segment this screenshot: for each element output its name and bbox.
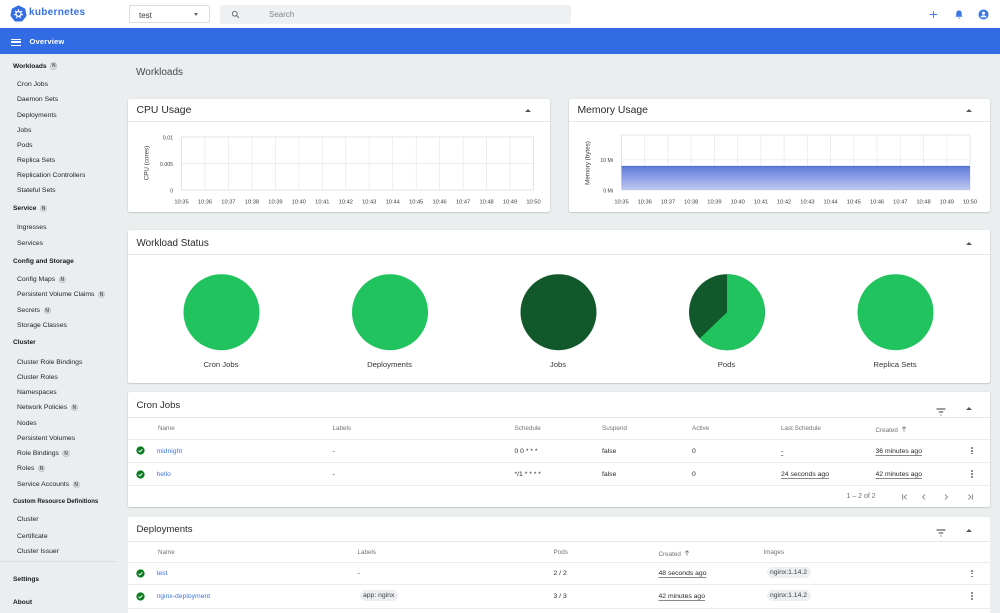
svg-text:10:41: 10:41: [753, 199, 767, 205]
svg-text:10:36: 10:36: [197, 199, 211, 205]
svg-text:10:42: 10:42: [776, 199, 790, 205]
svg-text:10:40: 10:40: [291, 199, 305, 205]
svg-text:10:43: 10:43: [362, 199, 376, 205]
svg-text:10:45: 10:45: [409, 199, 423, 205]
svg-text:10:48: 10:48: [479, 199, 493, 205]
svg-text:CPU (cores): CPU (cores): [143, 145, 150, 180]
svg-text:0: 0: [170, 188, 173, 194]
svg-text:0.005: 0.005: [160, 161, 173, 167]
svg-text:10:47: 10:47: [455, 199, 469, 205]
svg-text:10:37: 10:37: [660, 199, 674, 205]
svg-text:10:47: 10:47: [893, 199, 907, 205]
svg-text:10:40: 10:40: [730, 199, 744, 205]
svg-text:0 Mi: 0 Mi: [603, 188, 613, 194]
svg-text:10:49: 10:49: [502, 199, 516, 205]
svg-text:10:35: 10:35: [614, 199, 628, 205]
svg-text:10:43: 10:43: [800, 199, 814, 205]
svg-text:10:44: 10:44: [823, 199, 837, 205]
svg-text:10:42: 10:42: [338, 199, 352, 205]
svg-text:10:38: 10:38: [684, 199, 698, 205]
svg-text:10:49: 10:49: [939, 199, 953, 205]
svg-text:10:37: 10:37: [221, 199, 235, 205]
svg-text:10:46: 10:46: [869, 199, 883, 205]
svg-text:0.01: 0.01: [162, 135, 172, 141]
svg-text:10:45: 10:45: [846, 199, 860, 205]
svg-text:10:41: 10:41: [315, 199, 329, 205]
svg-text:10:39: 10:39: [268, 199, 282, 205]
svg-text:10:46: 10:46: [432, 199, 446, 205]
svg-text:10:38: 10:38: [244, 199, 258, 205]
svg-text:10:50: 10:50: [526, 199, 540, 205]
svg-text:Memory (bytes): Memory (bytes): [584, 141, 591, 185]
svg-text:10:36: 10:36: [637, 199, 651, 205]
svg-text:10:35: 10:35: [174, 199, 188, 205]
svg-text:10:50: 10:50: [962, 199, 976, 205]
svg-text:10:48: 10:48: [916, 199, 930, 205]
svg-text:10:44: 10:44: [385, 199, 399, 205]
svg-text:10 Mi: 10 Mi: [600, 158, 613, 164]
svg-text:10:39: 10:39: [707, 199, 721, 205]
